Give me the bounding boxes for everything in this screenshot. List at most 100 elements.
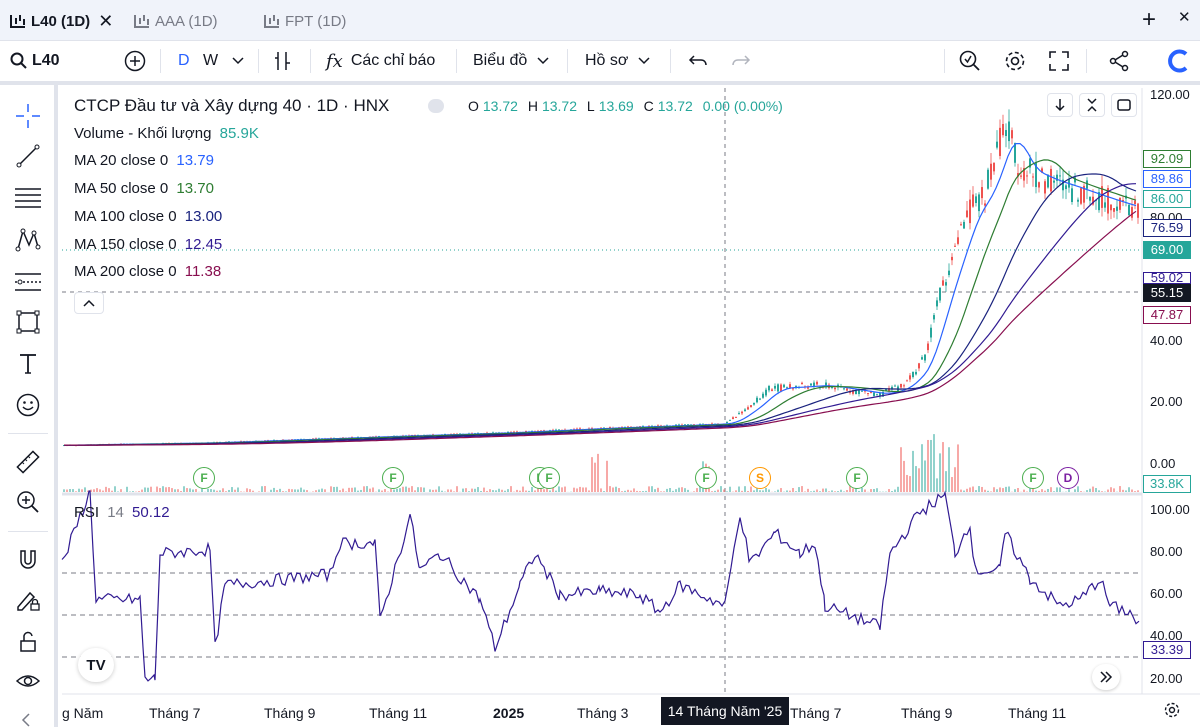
interval-d-button[interactable]: D xyxy=(178,52,190,69)
volume-bar xyxy=(765,487,767,492)
volume-bar xyxy=(177,489,179,492)
compare-button[interactable] xyxy=(124,41,146,81)
chart-icon xyxy=(10,14,25,28)
volume-bar xyxy=(633,488,635,492)
volume-bar xyxy=(285,491,287,492)
volume-bar xyxy=(480,490,482,492)
candle-body xyxy=(78,444,80,446)
volume-bar xyxy=(381,490,383,492)
rsi-row[interactable]: RSI 14 50.12 xyxy=(74,504,174,521)
chart-icon xyxy=(264,14,279,28)
lock-tool[interactable] xyxy=(13,627,43,657)
event-marker[interactable]: F xyxy=(538,467,560,489)
candle-body xyxy=(1065,185,1067,190)
event-marker[interactable]: D xyxy=(1057,467,1079,489)
event-marker[interactable]: F xyxy=(382,467,404,489)
axis-settings-button[interactable] xyxy=(1163,701,1181,724)
volume-bar xyxy=(1023,489,1025,492)
volume-row[interactable]: Volume - Khối lượng 85.9K xyxy=(74,125,263,142)
volume-bar xyxy=(762,490,764,492)
ma150-row[interactable]: MA 150 close 0 12.45 xyxy=(74,236,226,253)
candle-body xyxy=(666,425,668,427)
interval-dropdown[interactable] xyxy=(232,41,244,81)
brand-logo[interactable] xyxy=(1166,41,1192,81)
candle-body xyxy=(879,392,881,397)
tab-fpt[interactable]: FPT (1D) xyxy=(264,6,346,36)
ma100-row[interactable]: MA 100 close 0 13.00 xyxy=(74,208,226,225)
candle-body xyxy=(1113,208,1115,212)
chevron-left-icon xyxy=(21,713,30,727)
volume-bar xyxy=(945,471,947,492)
volume-bar xyxy=(684,488,686,492)
volume-value: 85.9K xyxy=(219,125,259,142)
candle-body xyxy=(105,444,107,446)
close-icon[interactable]: ✕ xyxy=(98,10,114,31)
low-value: 13.69 xyxy=(598,98,634,114)
measure-tool[interactable] xyxy=(13,447,43,477)
candle-body xyxy=(1122,199,1124,201)
collapse-pane-button[interactable] xyxy=(1079,93,1105,117)
event-marker[interactable]: F xyxy=(193,467,215,489)
settings-button[interactable] xyxy=(1003,41,1027,81)
candle-body xyxy=(1026,175,1028,177)
trend-line-tool[interactable] xyxy=(13,141,43,171)
lock-drawing-tool[interactable] xyxy=(13,585,43,615)
open-label: O xyxy=(468,98,479,114)
volume-bar xyxy=(627,489,629,492)
candle-body xyxy=(1029,158,1031,168)
candle-body xyxy=(633,427,635,429)
move-pane-down-button[interactable] xyxy=(1047,93,1073,117)
crosshair-tool[interactable] xyxy=(13,101,43,131)
magnet-tool[interactable] xyxy=(13,545,43,575)
candle-body xyxy=(783,384,785,388)
market-status-icon[interactable] xyxy=(428,99,444,113)
candle-body xyxy=(114,444,116,446)
candle-body xyxy=(279,440,281,442)
fullscreen-button[interactable] xyxy=(1048,41,1070,81)
text-tool[interactable] xyxy=(13,349,43,379)
forecast-tool[interactable] xyxy=(13,267,43,297)
event-marker[interactable]: F xyxy=(846,467,868,489)
tradingview-logo[interactable]: TV xyxy=(78,648,114,682)
tab-aaa[interactable]: AAA (1D) xyxy=(134,6,218,36)
fib-tool[interactable] xyxy=(13,183,43,213)
ma50-row[interactable]: MA 50 close 0 13.70 xyxy=(74,180,218,197)
add-tab-button[interactable]: + xyxy=(1142,6,1157,33)
maximize-pane-button[interactable] xyxy=(1111,93,1137,117)
candle-body xyxy=(723,423,725,425)
chart-type-button[interactable]: Biểu đồ xyxy=(473,41,549,81)
volume-bar xyxy=(456,486,458,492)
symbol-search[interactable]: L40 xyxy=(10,41,60,81)
collapse-toolbar-button[interactable] xyxy=(0,689,52,727)
indicators-button[interactable]: fx Các chỉ báo xyxy=(326,41,435,81)
event-marker[interactable]: F xyxy=(695,467,717,489)
redo-button[interactable] xyxy=(731,41,751,81)
high-price-label: 86.00 xyxy=(1143,190,1191,208)
undo-button[interactable] xyxy=(688,41,708,81)
volume-bar xyxy=(1074,489,1076,492)
ma20-row[interactable]: MA 20 close 0 13.79 xyxy=(74,152,218,169)
event-marker[interactable]: F xyxy=(1022,467,1044,489)
zoom-tool[interactable] xyxy=(13,487,43,517)
ma200-row[interactable]: MA 200 close 0 11.38 xyxy=(74,263,225,280)
volume-bar xyxy=(510,486,512,492)
time-tick: g Năm xyxy=(62,705,104,721)
interval-w-button[interactable]: W xyxy=(203,52,219,69)
scroll-to-realtime-button[interactable] xyxy=(1092,664,1120,690)
volume-bar xyxy=(210,489,212,492)
pattern-tool[interactable] xyxy=(13,225,43,255)
volume-bar xyxy=(969,487,971,492)
symbol-title[interactable]: CTCP Đầu tư và Xây dựng 40 · 1D · HNX xyxy=(74,96,390,115)
tab-l40[interactable]: L40 (1D) ✕ xyxy=(10,6,113,36)
visibility-tool[interactable] xyxy=(13,667,43,697)
shape-tool[interactable] xyxy=(13,307,43,337)
quick-search-button[interactable] xyxy=(958,41,982,81)
event-marker[interactable]: S xyxy=(749,467,771,489)
collapse-legend-button[interactable] xyxy=(74,292,104,314)
close-window-icon[interactable]: ✕ xyxy=(1178,9,1191,26)
profile-button[interactable]: Hồ sơ xyxy=(585,41,650,81)
bar-style-button[interactable] xyxy=(272,41,294,81)
emoji-tool[interactable] xyxy=(13,390,43,420)
share-button[interactable] xyxy=(1108,41,1130,81)
candle-body xyxy=(504,432,506,434)
